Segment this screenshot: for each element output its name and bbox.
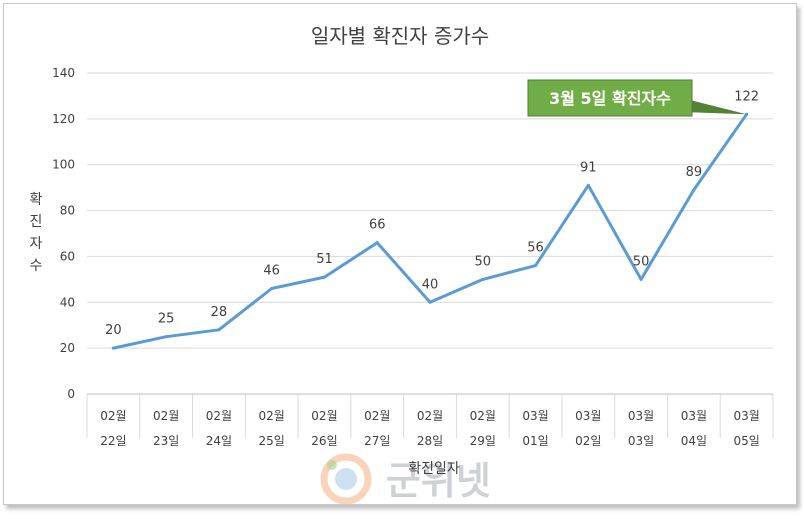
data-point: [534, 264, 538, 268]
callout-box: [527, 79, 693, 117]
data-point: [692, 188, 696, 192]
y-axis-label: 확진자수: [30, 192, 43, 274]
data-label: 91: [580, 160, 597, 175]
y-tick-label: 20: [60, 341, 75, 355]
x-tick-label-month: 03월: [628, 409, 654, 423]
x-axis-ticks: 02월 22일 02월 23일 02월 24일 02월 25일 02월 26일 02월 27일 02월 2…: [86, 394, 774, 448]
svg-text:확진일자: 확진일자: [408, 461, 460, 477]
series-line-path: [111, 112, 749, 350]
callout-pointer: [682, 98, 747, 115]
data-label: 20: [105, 323, 122, 338]
x-tick-label-day: 24일: [206, 434, 232, 448]
data-point: [270, 287, 274, 291]
watermark: 군위넷: [320, 453, 491, 504]
x-tick-label-day: 25일: [259, 434, 285, 448]
y-tick-label: 60: [60, 249, 75, 263]
x-tick-label-month: 03월: [681, 409, 707, 423]
data-label: 89: [686, 165, 703, 180]
y-axis-label-char: 확: [30, 192, 43, 208]
data-labels: 20 25 28 46 51 66 40 50 56 91 50 89 122: [105, 89, 759, 338]
data-point: [375, 241, 379, 245]
watermark-logo-dot: [327, 460, 337, 470]
x-tick-label-month: 03월: [733, 409, 759, 423]
data-label: 50: [474, 254, 491, 269]
x-tick-label-day: 01일: [522, 434, 548, 448]
series-line: [111, 112, 749, 350]
data-label: 122: [734, 89, 759, 104]
data-label: 25: [158, 312, 175, 327]
chart-title: 일자별 확진자 증가수: [311, 24, 489, 48]
data-label: 50: [633, 254, 650, 269]
x-tick-label-month: 02월: [100, 409, 126, 423]
callout-text: 3월 5일 확진자수: [549, 89, 671, 108]
y-axis-ticks: 0 20 40 60 80 100 120 140: [52, 66, 75, 401]
x-tick-label-month: 03월: [522, 409, 548, 423]
data-label: 66: [369, 218, 386, 233]
y-tick-label: 100: [52, 158, 75, 172]
y-tick-label: 0: [67, 387, 75, 401]
x-tick-label-month: 02월: [417, 409, 443, 423]
data-label: 56: [527, 241, 544, 256]
data-point: [586, 183, 590, 187]
data-point: [428, 300, 432, 304]
watermark-text: 군위넷: [386, 459, 491, 503]
x-tick-label-month: 02월: [206, 409, 232, 423]
x-tick-label-day: 29일: [470, 434, 496, 448]
y-axis-label-char: 수: [30, 258, 43, 274]
x-tick-label-day: 27일: [364, 434, 390, 448]
y-tick-label: 40: [60, 295, 75, 309]
watermark-logo-ring: [320, 453, 372, 504]
y-tick-label: 140: [52, 66, 75, 80]
y-axis-label-char: 진: [30, 214, 43, 230]
y-axis-label-char: 자: [30, 236, 43, 252]
x-tick-label-month: 02월: [311, 409, 337, 423]
x-tick-label-day: 22일: [100, 434, 126, 448]
x-tick-label-day: 28일: [417, 434, 443, 448]
data-point: [639, 277, 643, 281]
data-label: 28: [211, 305, 228, 320]
data-point: [164, 335, 168, 339]
gridlines: [87, 72, 773, 395]
x-tick-label-day: 02일: [575, 434, 601, 448]
x-tick-label-day: 26일: [311, 434, 337, 448]
x-tick-label-month: 02월: [470, 409, 496, 423]
data-point: [481, 277, 485, 281]
x-tick-label-day: 05일: [733, 434, 759, 448]
x-tick-label-month: 02월: [259, 409, 285, 423]
data-label: 40: [422, 277, 439, 292]
data-label: 46: [263, 264, 280, 279]
annotation-callout: 3월 5일 확진자수: [527, 79, 747, 117]
data-point: [217, 328, 221, 332]
x-tick-label-month: 02월: [153, 409, 179, 423]
x-tick-label-day: 03일: [628, 434, 654, 448]
data-label: 51: [316, 252, 333, 267]
data-point: [322, 275, 326, 279]
x-tick-label-month: 03월: [575, 409, 601, 423]
x-tick-label-day: 04일: [681, 434, 707, 448]
y-tick-label: 120: [52, 112, 75, 126]
watermark-logo-core: [335, 468, 357, 490]
data-point: [111, 346, 115, 350]
x-tick-label-day: 23일: [153, 434, 179, 448]
x-tick-label-month: 02월: [364, 409, 390, 423]
chart-frame: 일자별 확진자 증가수 0 20 40 60 80 100 120 140 02월 22일 02월…: [3, 3, 797, 505]
y-tick-label: 80: [60, 204, 75, 218]
x-axis-label: 확진일자: [408, 461, 460, 477]
